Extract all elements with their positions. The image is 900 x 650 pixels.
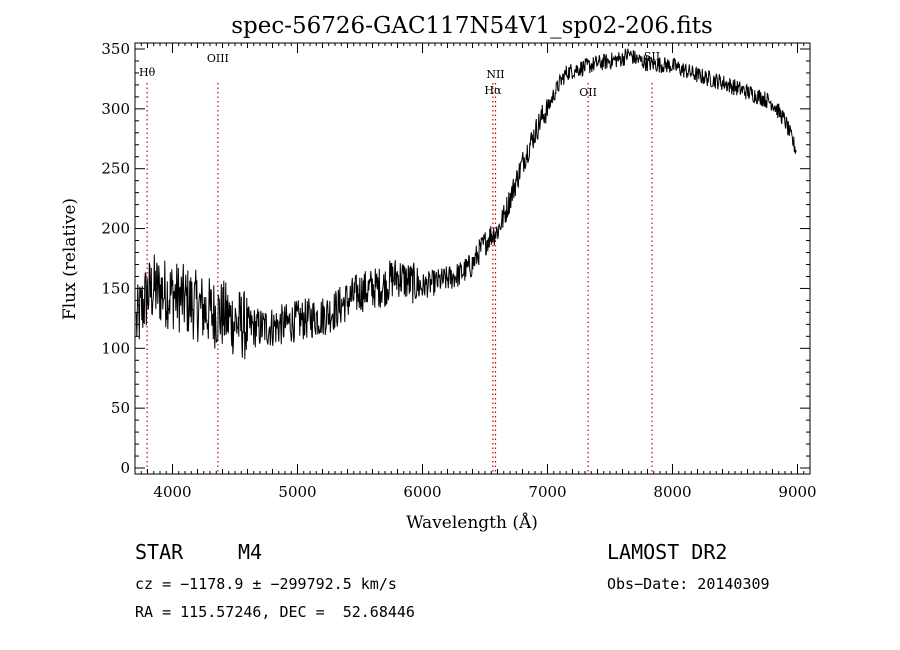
spectrum-series: [135, 47, 797, 360]
emission-line-label: Hα: [484, 84, 502, 97]
y-tick-label: 0: [120, 459, 130, 477]
chart-title: spec-56726-GAC117N54V1_sp02-206.fits: [231, 13, 713, 39]
x-tick-label: 8000: [653, 483, 691, 501]
x-axis-label: Wavelength (Å): [406, 512, 538, 533]
coordinates: RA = 115.57246, DEC = 52.68446: [135, 603, 415, 621]
redshift-velocity: cz = −1178.9 ± −299792.5 km/s: [135, 575, 397, 593]
x-tick-label: 7000: [528, 483, 566, 501]
x-tick-label: 5000: [278, 483, 316, 501]
y-axis-label: Flux (relative): [60, 198, 80, 320]
y-tick-label: 100: [101, 339, 130, 357]
y-tick-label: 150: [101, 279, 130, 297]
y-tick-label: 350: [101, 40, 130, 58]
y-tick-label: 250: [101, 160, 130, 178]
emission-line-label: NII: [486, 68, 504, 81]
plot-axes: 4000 5000 6000 7000 8000 9000 0 50 100 150 200 250 3…: [101, 40, 816, 501]
emission-line-label: OIII: [207, 52, 229, 65]
emission-line-label: Hθ: [139, 66, 156, 79]
x-tick-label: 9000: [778, 483, 816, 501]
y-tick-label: 200: [101, 220, 130, 238]
x-tick-label: 4000: [153, 483, 191, 501]
y-tick-label: 50: [111, 399, 130, 417]
y-tick-label: 300: [101, 100, 130, 118]
object-class: STAR: [135, 540, 184, 564]
observation-date: Obs−Date: 20140309: [607, 575, 770, 593]
object-subclass: M4: [238, 540, 263, 564]
spectrum-line: [135, 47, 797, 360]
x-tick-label: 6000: [403, 483, 441, 501]
emission-line-label: OII: [579, 86, 597, 99]
survey-name: LAMOST DR2: [607, 540, 728, 564]
